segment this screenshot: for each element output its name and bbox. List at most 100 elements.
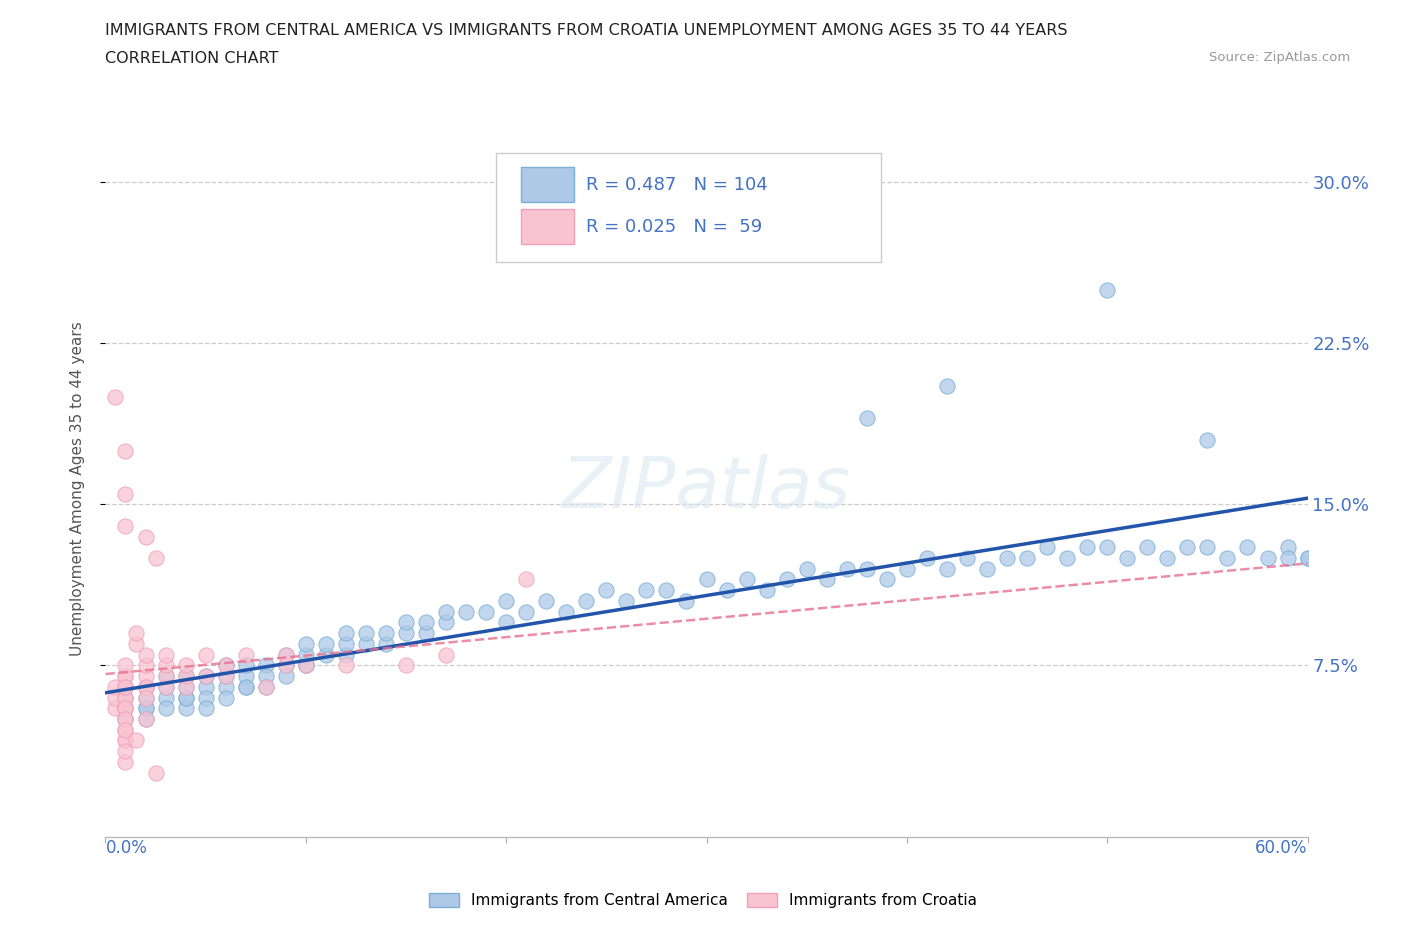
Point xyxy=(936,379,959,393)
Point xyxy=(475,604,498,619)
Point xyxy=(174,679,197,694)
Point xyxy=(214,690,236,705)
Point xyxy=(194,690,217,705)
Point xyxy=(495,593,517,608)
Point xyxy=(335,626,357,641)
Point xyxy=(135,690,157,705)
Point xyxy=(114,669,136,684)
Point xyxy=(655,583,678,598)
Point xyxy=(374,636,398,651)
Point xyxy=(114,754,136,769)
Point xyxy=(636,583,658,598)
Point xyxy=(1097,283,1119,298)
Point xyxy=(274,658,297,672)
Point xyxy=(855,562,877,577)
Point xyxy=(515,604,537,619)
Point xyxy=(335,658,357,672)
Point xyxy=(104,679,127,694)
Point xyxy=(114,679,136,694)
Text: 0.0%: 0.0% xyxy=(105,839,148,857)
Point xyxy=(135,679,157,694)
Point xyxy=(776,572,799,587)
Point xyxy=(145,551,167,565)
Y-axis label: Unemployment Among Ages 35 to 44 years: Unemployment Among Ages 35 to 44 years xyxy=(70,321,84,656)
Point xyxy=(254,679,277,694)
Point xyxy=(194,701,217,716)
FancyBboxPatch shape xyxy=(522,167,574,203)
Point xyxy=(1116,551,1139,565)
Point xyxy=(155,669,177,684)
Point xyxy=(315,636,337,651)
Point xyxy=(595,583,617,598)
Point xyxy=(716,583,738,598)
Point xyxy=(274,669,297,684)
Point xyxy=(835,562,858,577)
Point xyxy=(174,658,197,672)
Point xyxy=(1216,551,1239,565)
Point xyxy=(976,562,998,577)
Point xyxy=(194,669,217,684)
Point xyxy=(114,701,136,716)
Point xyxy=(114,744,136,759)
Point xyxy=(114,723,136,737)
Point xyxy=(434,604,457,619)
Point xyxy=(274,647,297,662)
Text: CORRELATION CHART: CORRELATION CHART xyxy=(105,51,278,66)
Point xyxy=(135,701,157,716)
Point xyxy=(395,615,418,630)
Point xyxy=(135,679,157,694)
Point xyxy=(124,626,146,641)
Point xyxy=(114,518,136,533)
Point xyxy=(114,701,136,716)
Point xyxy=(1296,551,1319,565)
Point xyxy=(155,679,177,694)
Point xyxy=(454,604,477,619)
Point xyxy=(114,444,136,458)
Point xyxy=(1197,432,1219,447)
Point xyxy=(174,690,197,705)
Point xyxy=(104,701,127,716)
Point xyxy=(214,658,236,672)
Point xyxy=(214,658,236,672)
Point xyxy=(335,636,357,651)
Point xyxy=(815,572,838,587)
Text: 60.0%: 60.0% xyxy=(1256,839,1308,857)
Point xyxy=(395,626,418,641)
Point xyxy=(1017,551,1039,565)
Point xyxy=(155,679,177,694)
Point xyxy=(235,679,257,694)
Point xyxy=(194,669,217,684)
Point xyxy=(114,486,136,501)
Point xyxy=(374,626,398,641)
Point xyxy=(1277,539,1299,554)
Point xyxy=(1156,551,1178,565)
Point xyxy=(104,690,127,705)
Point xyxy=(1197,539,1219,554)
Point xyxy=(1056,551,1078,565)
Point xyxy=(254,658,277,672)
Point xyxy=(1277,551,1299,565)
Point xyxy=(194,647,217,662)
Point xyxy=(114,679,136,694)
Point xyxy=(495,615,517,630)
Point xyxy=(1257,551,1279,565)
Point xyxy=(114,690,136,705)
Text: ZIPatlas: ZIPatlas xyxy=(562,454,851,523)
Text: R = 0.487   N = 104: R = 0.487 N = 104 xyxy=(586,176,768,193)
Point xyxy=(235,669,257,684)
Text: Source: ZipAtlas.com: Source: ZipAtlas.com xyxy=(1209,51,1350,64)
Point xyxy=(114,711,136,726)
Point xyxy=(696,572,718,587)
Point xyxy=(124,636,146,651)
Point xyxy=(335,647,357,662)
Point xyxy=(114,711,136,726)
Point xyxy=(295,658,318,672)
Point xyxy=(295,658,318,672)
Point xyxy=(155,669,177,684)
Point xyxy=(395,658,418,672)
Point xyxy=(114,733,136,748)
Point xyxy=(114,701,136,716)
Point xyxy=(555,604,578,619)
Point xyxy=(354,636,377,651)
Point xyxy=(114,679,136,694)
